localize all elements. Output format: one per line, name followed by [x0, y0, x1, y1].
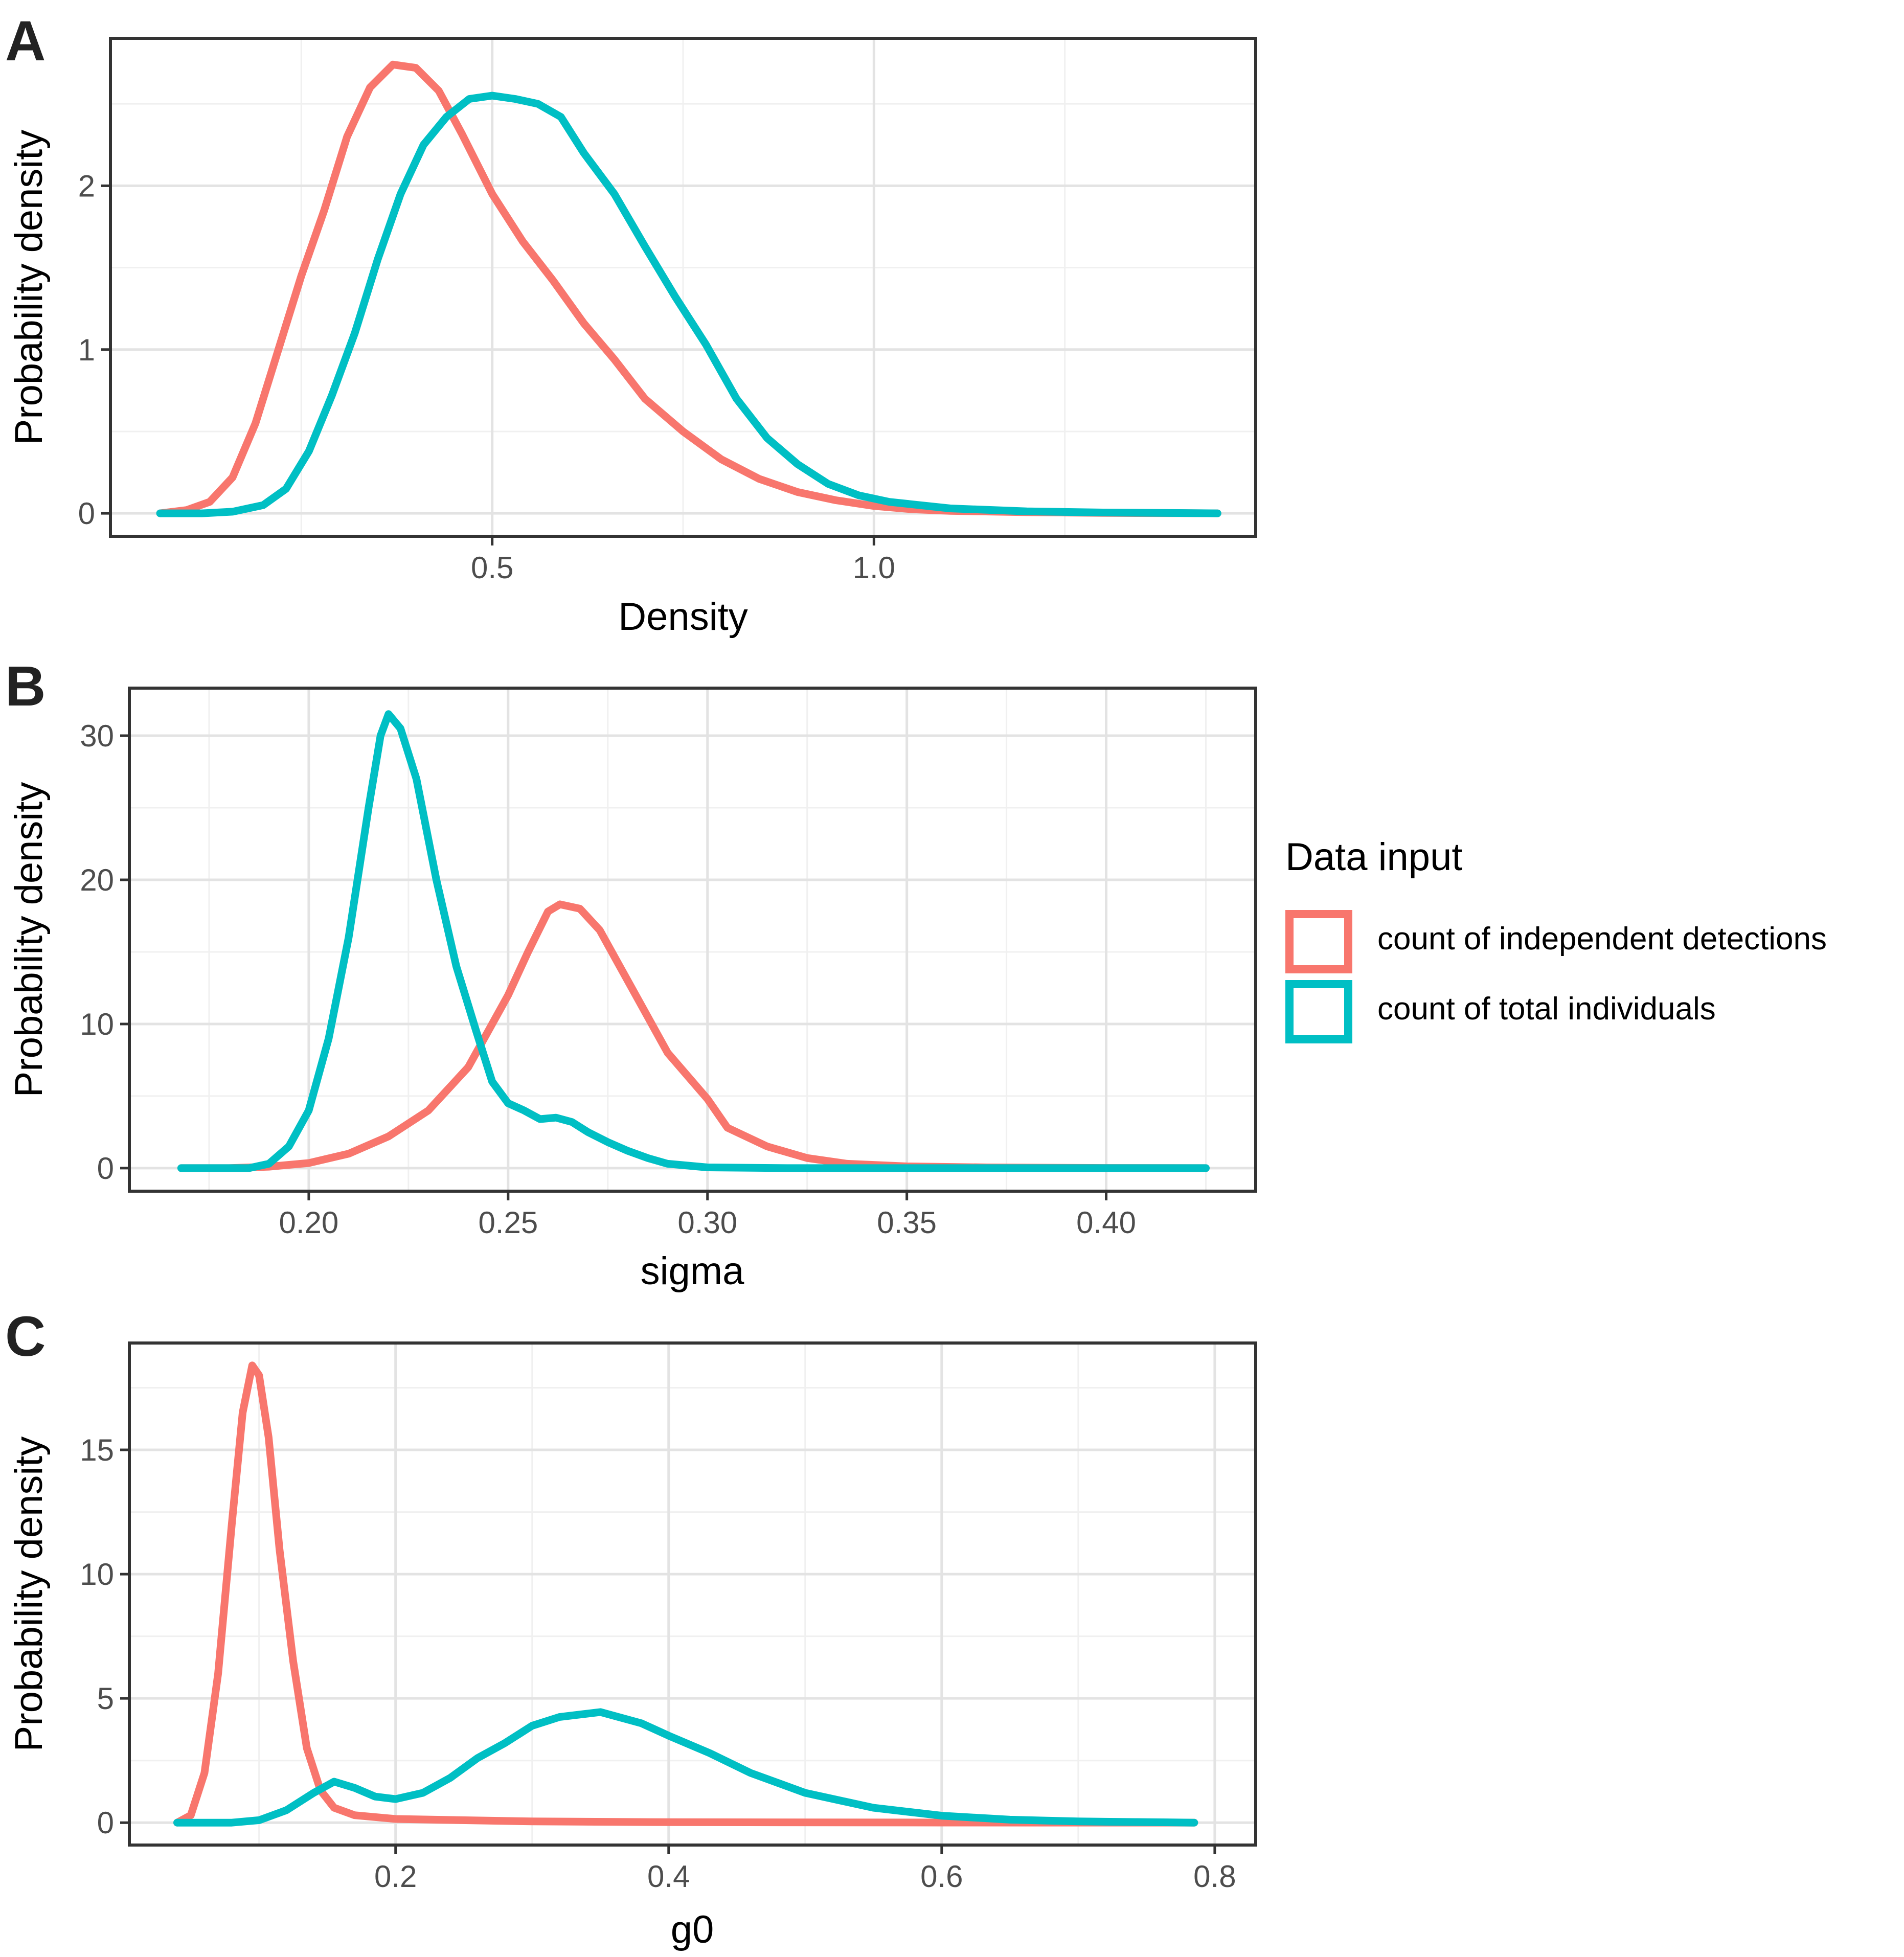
- panel-a-y-tick-label: 0: [78, 496, 95, 531]
- panel-c-x-tick-label: 0.4: [647, 1859, 690, 1894]
- panel-a-ticks: 0.5 1.0 0 1 2: [78, 169, 895, 585]
- panel-b-y-tick-label: 30: [80, 719, 114, 753]
- panel-b-x-axis-title: sigma: [641, 1249, 744, 1293]
- panel-b-letter: B: [5, 655, 46, 718]
- panel-c-y-tick-label: 10: [80, 1557, 114, 1591]
- panel-a-line-total: [156, 92, 1221, 517]
- panel-c-grid: [129, 1343, 1256, 1845]
- panel-c-line-total: [173, 1708, 1198, 1827]
- panel-a-y-tick-label: 2: [78, 169, 95, 203]
- panel-a-series: [156, 60, 1221, 517]
- panel-b-x-tick-label: 0.40: [1076, 1205, 1136, 1240]
- panel-b-y-tick-label: 20: [80, 863, 114, 897]
- legend-key-total: [1285, 980, 1352, 1043]
- panel-c-x-tick-label: 0.2: [374, 1859, 417, 1894]
- panel-b-series: [177, 710, 1210, 1172]
- panel-a-x-tick-label: 0.5: [471, 551, 513, 585]
- panel-b-line-independent: [177, 900, 1210, 1172]
- panel-c: C 0.2 0.4 0.6 0.8 0 5 10 15 g0 Probability dens…: [5, 1305, 1257, 1951]
- panel-c-letter: C: [5, 1305, 46, 1368]
- panel-b-x-tick-label: 0.20: [279, 1205, 339, 1240]
- panel-c-x-tick-label: 0.8: [1193, 1859, 1236, 1894]
- panel-c-line-independent: [173, 1361, 1198, 1827]
- panel-c-border: [128, 1341, 1257, 1847]
- legend-key-independent: [1285, 910, 1352, 973]
- panel-a-letter: A: [5, 10, 46, 73]
- legend-label-independent: count of independent detections: [1377, 921, 1827, 957]
- panel-a-grid: [110, 38, 1256, 536]
- panel-b-y-tick-label: 10: [80, 1007, 114, 1041]
- panel-a-y-axis-title: Probability density: [7, 130, 51, 445]
- panel-c-y-tick-label: 5: [97, 1681, 114, 1716]
- panel-c-x-tick-label: 0.6: [920, 1859, 963, 1894]
- panel-c-y-tick-label: 15: [80, 1433, 114, 1467]
- panel-a-y-tick-label: 1: [78, 333, 95, 367]
- panel-b-y-tick-label: 0: [97, 1151, 114, 1186]
- panel-a: A 0.5 1.0 0 1 2 Density Probability density: [5, 10, 1257, 639]
- legend: Data input count of independent detectio…: [1285, 835, 1827, 1043]
- panel-b-ticks: 0.20 0.25 0.30 0.35 0.40 0 10 20 30: [80, 719, 1136, 1240]
- panel-c-ticks: 0.2 0.4 0.6 0.8 0 5 10 15: [80, 1433, 1236, 1894]
- panel-a-line-independent: [156, 60, 1221, 517]
- panel-a-x-tick-label: 1.0: [853, 551, 895, 585]
- legend-title: Data input: [1285, 835, 1462, 879]
- panel-b-x-tick-label: 0.25: [478, 1205, 538, 1240]
- panel-b-line-total: [177, 710, 1210, 1172]
- panel-a-border: [109, 37, 1257, 538]
- panel-c-y-axis-title: Probability density: [7, 1437, 51, 1752]
- panel-b-x-tick-label: 0.35: [877, 1205, 937, 1240]
- panel-b: B 0.20 0.25 0.30 0.35 0.40 0 10 20 30 sigma Prob…: [5, 655, 1257, 1293]
- panel-b-x-tick-label: 0.30: [677, 1205, 737, 1240]
- panel-a-x-axis-title: Density: [618, 595, 747, 639]
- panel-b-border: [128, 687, 1257, 1193]
- panel-c-series: [173, 1361, 1198, 1827]
- legend-label-total: count of total individuals: [1377, 991, 1716, 1027]
- panel-c-x-axis-title: g0: [671, 1908, 714, 1951]
- panel-b-y-axis-title: Probability density: [7, 782, 51, 1098]
- panel-c-y-tick-label: 0: [97, 1806, 114, 1840]
